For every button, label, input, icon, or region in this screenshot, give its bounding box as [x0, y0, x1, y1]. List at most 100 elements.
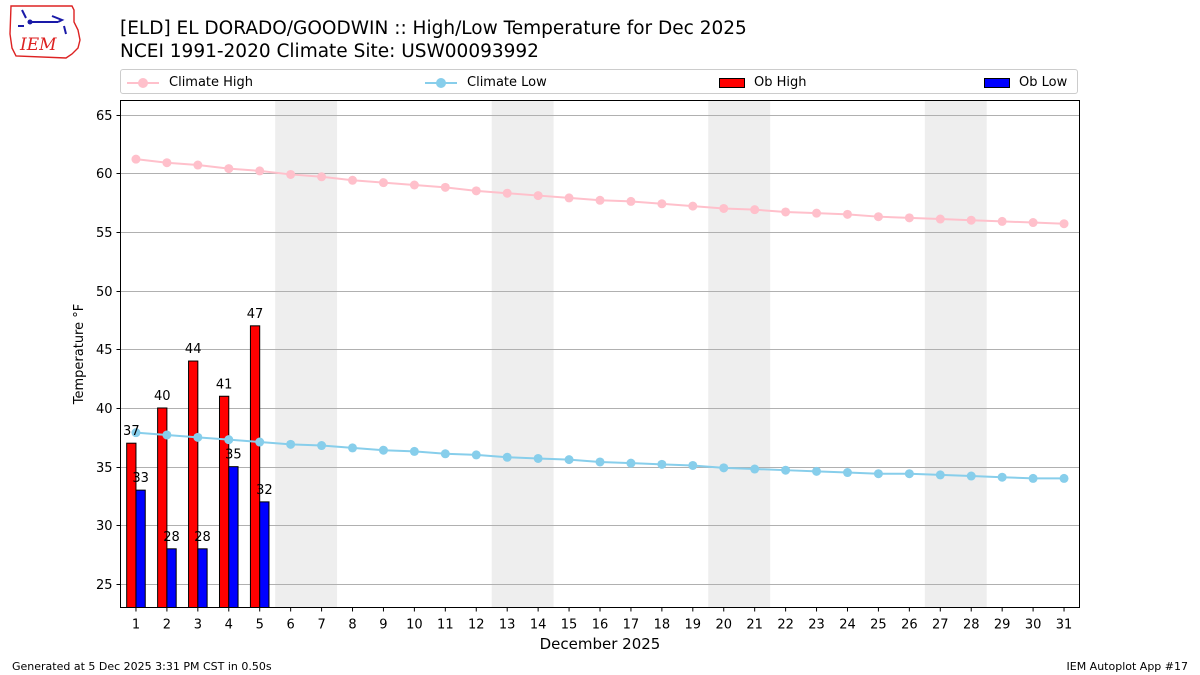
x-tick-label: 30: [1025, 618, 1042, 633]
weekend-band: [491, 100, 554, 608]
chart-subtitle: NCEI 1991-2020 Climate Site: USW00093992: [120, 41, 539, 62]
y-tick-label: 65: [96, 109, 113, 124]
climate-low-point: [781, 465, 791, 475]
y-tick-label: 60: [96, 167, 113, 182]
legend-item-ob-high: Ob High: [719, 70, 807, 95]
ob-low-label: 35: [225, 448, 242, 463]
x-tick-label: 26: [901, 618, 918, 633]
x-tick-label: 14: [530, 618, 547, 633]
x-tick-label: 21: [746, 618, 763, 633]
x-tick-label: 31: [1056, 618, 1073, 633]
climate-low-point: [378, 445, 388, 455]
x-tick-label: 29: [994, 618, 1011, 633]
generated-note: Generated at 5 Dec 2025 3:31 PM CST in 0…: [12, 660, 272, 673]
climate-high-point: [657, 199, 667, 209]
x-tick-label: 12: [468, 618, 485, 633]
climate-high-point: [1059, 219, 1069, 229]
ob-high-label: 40: [154, 389, 171, 404]
climate-low-point: [1028, 473, 1038, 483]
ob-high-label: 47: [247, 307, 264, 322]
climate-high-point: [719, 203, 729, 213]
climate-low-point: [348, 443, 358, 453]
climate-low-point: [842, 468, 852, 478]
ob-low-bar: [259, 501, 270, 608]
x-tick-label: 2: [163, 618, 171, 633]
legend-label-ob-high: Ob High: [754, 75, 807, 90]
climate-high-point: [781, 207, 791, 217]
ob-low-label: 32: [256, 483, 273, 498]
climate-low-point: [873, 469, 883, 479]
logo-text: IEM: [19, 35, 57, 55]
climate-low-point: [502, 452, 512, 462]
y-tick-label: 35: [96, 461, 113, 476]
x-tick-label: 24: [839, 618, 856, 633]
climate-high-point: [904, 213, 914, 223]
climate-low-point: [131, 428, 141, 438]
climate-low-point: [564, 455, 574, 465]
climate-high-point: [966, 215, 976, 225]
ob-high-label: 41: [216, 377, 233, 392]
bar-value-labels: 37 40 44 41 47 33 28 28 35 32: [123, 307, 273, 545]
climate-low-point: [719, 463, 729, 473]
climate-low-point: [440, 449, 450, 459]
ob-high-bar: [126, 442, 137, 609]
climate-low-point: [286, 439, 296, 449]
ob-high-swatch: [719, 77, 745, 88]
climate-high-point: [842, 209, 852, 219]
ob-high-bar: [188, 360, 199, 608]
weekend-shading: [275, 100, 987, 608]
climate-high-point: [348, 175, 358, 185]
ob-low-bar: [166, 548, 177, 609]
chart-title: [ELD] EL DORADO/GOODWIN :: High/Low Temp…: [120, 18, 747, 39]
climate-high-point: [873, 212, 883, 222]
x-tick-label: 25: [870, 618, 887, 633]
climate-low-point: [1059, 473, 1069, 483]
x-tick-label: 11: [437, 618, 454, 633]
climate-high-point: [935, 214, 945, 224]
climate-low-point: [626, 458, 636, 468]
x-tick-label: 7: [317, 618, 325, 633]
ob-high-bar: [249, 325, 261, 608]
ob-low-swatch: [984, 77, 1010, 88]
climate-high-point: [255, 166, 265, 176]
y-tick-label: 50: [96, 285, 113, 300]
observed-bars: [126, 325, 270, 609]
ob-low-label: 28: [194, 530, 211, 545]
climate-high-point: [440, 182, 450, 192]
climate-high-point: [471, 186, 481, 196]
x-tick-label: 6: [287, 618, 295, 633]
x-tick-label: 8: [348, 618, 356, 633]
climate-low-point: [997, 472, 1007, 482]
x-tick-label: 4: [225, 618, 233, 633]
x-tick-label: 10: [406, 618, 423, 633]
y-axis-label: Temperature °F: [72, 304, 87, 405]
x-tick-label: 16: [592, 618, 609, 633]
y-tick-label: 55: [96, 226, 113, 241]
climate-low-point: [688, 460, 698, 470]
climate-low-point: [317, 441, 327, 451]
legend-label-climate-high: Climate High: [169, 75, 254, 90]
climate-low-point: [935, 470, 945, 480]
climate-high-point: [131, 154, 141, 164]
x-tick-label: 22: [777, 618, 794, 633]
ob-low-label: 33: [132, 471, 149, 486]
climate-low-point: [595, 457, 605, 467]
app-credit: IEM Autoplot App #17: [1066, 660, 1189, 673]
climate-high-swatch: [127, 76, 159, 90]
y-tick-label: 40: [96, 402, 113, 417]
x-tick-label: 18: [654, 618, 671, 633]
climate-high-series: [131, 154, 1069, 229]
legend-item-climate-low: Climate Low: [425, 70, 547, 95]
iem-logo: IEM: [9, 5, 81, 59]
x-tick-label: 28: [963, 618, 980, 633]
climate-high-point: [317, 172, 327, 182]
climate-high-point: [1028, 218, 1038, 228]
ob-high-bar: [218, 395, 230, 608]
legend: Climate High Climate Low Ob High Ob Low: [120, 69, 1078, 94]
x-tick-label: 5: [256, 618, 264, 633]
climate-high-point: [750, 205, 760, 215]
x-axis-label: December 2025: [540, 635, 661, 653]
ob-high-label: 44: [185, 342, 202, 357]
climate-low-point: [471, 450, 481, 460]
